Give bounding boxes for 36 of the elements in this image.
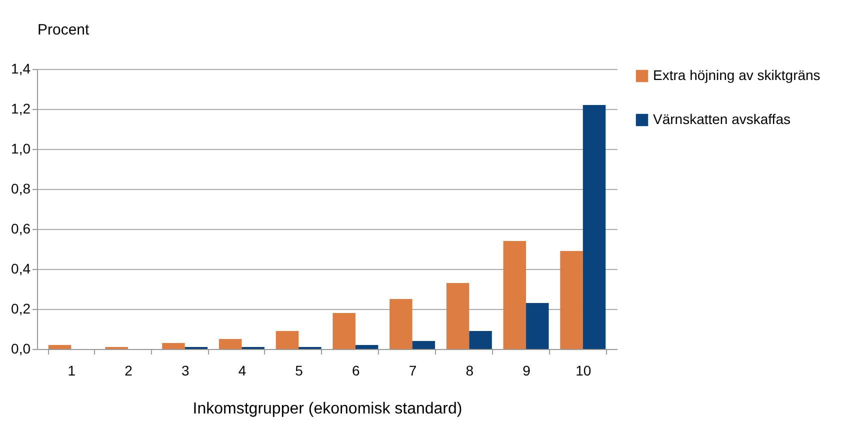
x-tick-label: 4: [238, 362, 246, 378]
bar: [503, 241, 526, 349]
x-tick-label: 1: [68, 362, 76, 378]
legend-label: Extra höjning av skiktgräns: [653, 67, 820, 83]
bar: [218, 339, 242, 349]
bar: [412, 341, 436, 349]
x-tick-label: 9: [522, 362, 531, 378]
y-tick-label: 0,6: [11, 220, 31, 236]
y-tick-label: 0,2: [11, 300, 31, 316]
x-tick-label: 10: [576, 362, 592, 378]
x-tick-label: 7: [408, 362, 417, 378]
y-tick-label: 0,8: [11, 180, 31, 196]
bar: [48, 345, 72, 349]
bar: [276, 331, 299, 349]
y-tick-label: 0,4: [11, 260, 31, 276]
x-tick-label: 3: [181, 362, 190, 378]
bar: [355, 345, 378, 349]
y-tick-label: 1,2: [11, 100, 31, 116]
y-tick-label: 1,4: [11, 60, 31, 76]
x-tick-label: 2: [124, 362, 133, 378]
x-axis-title: Inkomstgrupper (ekonomisk standard): [192, 400, 462, 418]
bar: [446, 283, 470, 349]
bar: [162, 343, 185, 349]
bar: [582, 105, 606, 349]
y-tick-label: 1,0: [11, 140, 31, 156]
legend-label: Värnskatten avskaffas: [653, 111, 790, 127]
bar: [390, 299, 412, 349]
bar: [332, 313, 356, 349]
x-tick-label: 8: [466, 362, 474, 378]
x-tick-label: 6: [352, 362, 360, 378]
bar: [526, 303, 549, 349]
y-axis-title: Procent: [38, 22, 90, 38]
x-tick-label: 5: [295, 362, 304, 378]
bar: [469, 331, 492, 349]
y-tick-label: 0,0: [11, 340, 31, 356]
bar: [560, 251, 583, 349]
